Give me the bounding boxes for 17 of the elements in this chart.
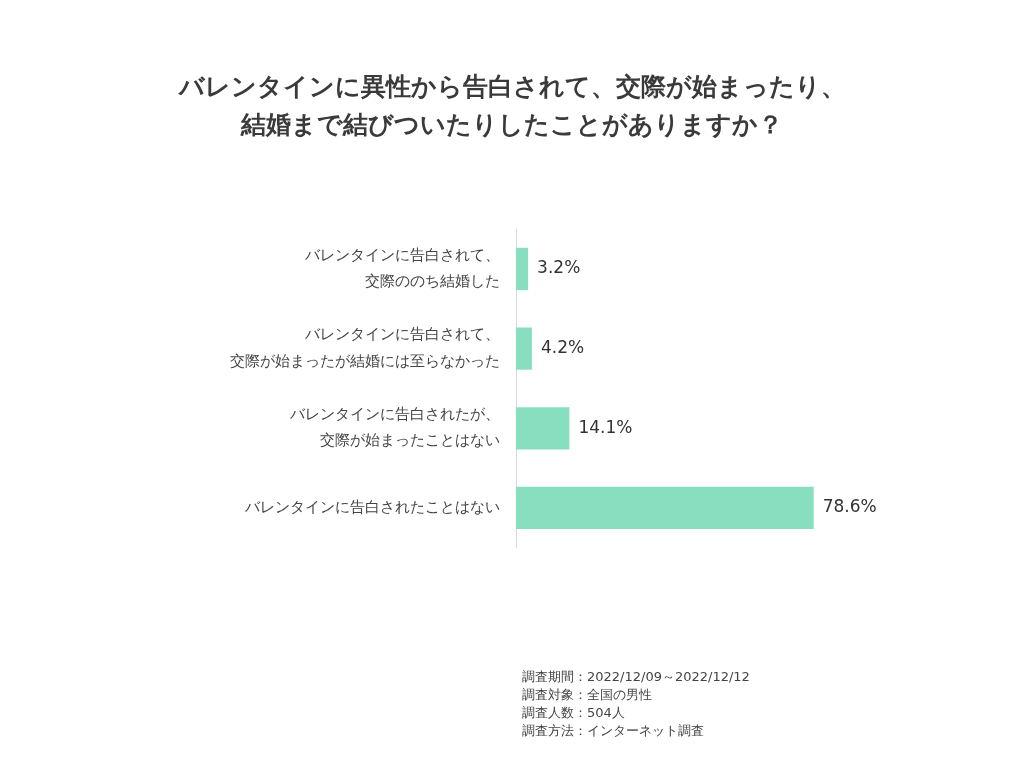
chart-title: バレンタインに異性から告白されて、交際が始まったり、結婚まで結びついたりしたことがありますか？ <box>177 71 847 141</box>
y-tick-label: バレンタインに告白されたことはない <box>244 497 500 516</box>
bar <box>516 407 570 450</box>
data-label: 14.1% <box>578 416 633 437</box>
bar <box>516 247 529 291</box>
data-label: 4.2% <box>540 337 585 358</box>
y-tick-label: バレンタインに告白されて、交際ののち結婚した <box>304 245 500 290</box>
text: 調査期間：2022/12/09～2022/12/12 <box>522 668 750 686</box>
text: 調査対象：全国の男性 <box>522 686 653 704</box>
y-tick-label: バレンタインに告白されて、交際が始まったが結婚には至らなかった <box>230 325 500 370</box>
data-label: 3.2% <box>537 257 581 278</box>
y-tick-label: バレンタインに告白されたが、交際が始まったことはない <box>289 405 500 450</box>
text: 調査方法：インターネット調査 <box>522 722 705 740</box>
bar <box>516 486 814 530</box>
text: 調査人数：504人 <box>522 704 626 722</box>
bar <box>516 327 532 370</box>
data-label: 78.6% <box>822 496 877 517</box>
